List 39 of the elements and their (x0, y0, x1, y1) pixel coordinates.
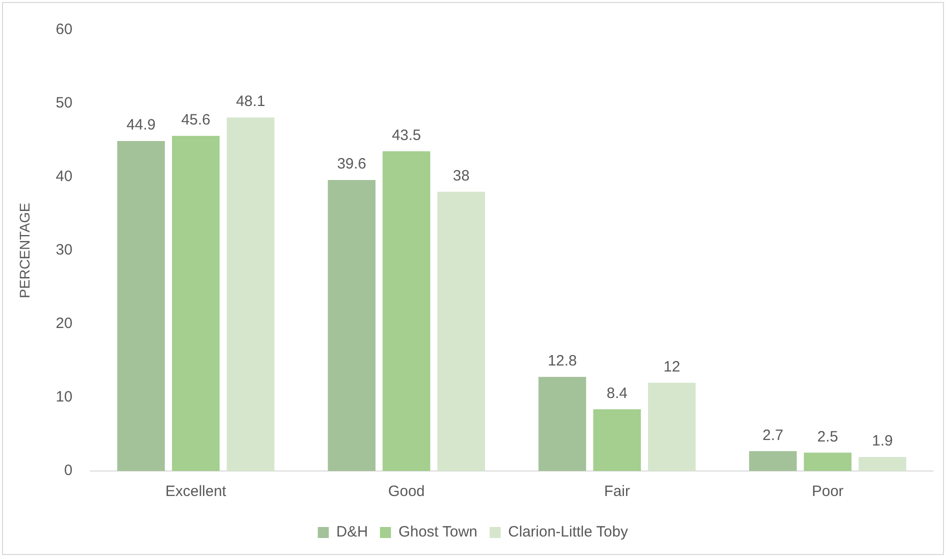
data-label: 38 (452, 167, 470, 184)
x-tick-label: Good (388, 483, 425, 500)
bar (117, 140, 165, 471)
data-label: 1.9 (872, 432, 893, 450)
legend-label: Clarion-Little Toby (508, 524, 628, 541)
data-label: 12.8 (548, 352, 577, 370)
y-axis-title: PERCENTAGE (16, 202, 32, 298)
x-tick-label: Fair (604, 483, 630, 500)
bar (593, 409, 641, 471)
x-tick-label: Poor (812, 483, 844, 500)
data-label: 8.4 (606, 384, 628, 402)
data-label: 2.5 (817, 428, 838, 446)
bar (382, 151, 430, 471)
data-label: 12 (663, 358, 680, 376)
y-tick-label: 40 (56, 168, 72, 186)
data-label: 44.9 (126, 116, 156, 134)
data-label: 48.1 (236, 93, 266, 110)
data-label: 39.6 (337, 156, 366, 173)
data-label: 43.5 (392, 126, 422, 144)
y-tick-label: 10 (56, 388, 72, 406)
bar (749, 451, 797, 471)
data-label: 45.6 (181, 111, 210, 128)
bar (538, 376, 586, 471)
bar (804, 452, 852, 471)
bar (648, 382, 696, 471)
legend-label: D&H (336, 524, 368, 541)
y-tick-label: 0 (64, 462, 72, 480)
bar (226, 117, 274, 471)
legend-label: Ghost Town (398, 524, 478, 541)
y-tick-label: 60 (56, 21, 72, 38)
bar (858, 457, 906, 471)
y-tick-label: 30 (56, 242, 72, 259)
x-tick-label: Excellent (165, 483, 228, 500)
y-tick-label: 50 (56, 94, 72, 112)
y-tick-label: 20 (56, 315, 72, 332)
bar (328, 180, 376, 471)
data-label: 2.7 (762, 426, 784, 444)
bar (172, 136, 220, 471)
bar (437, 192, 486, 471)
